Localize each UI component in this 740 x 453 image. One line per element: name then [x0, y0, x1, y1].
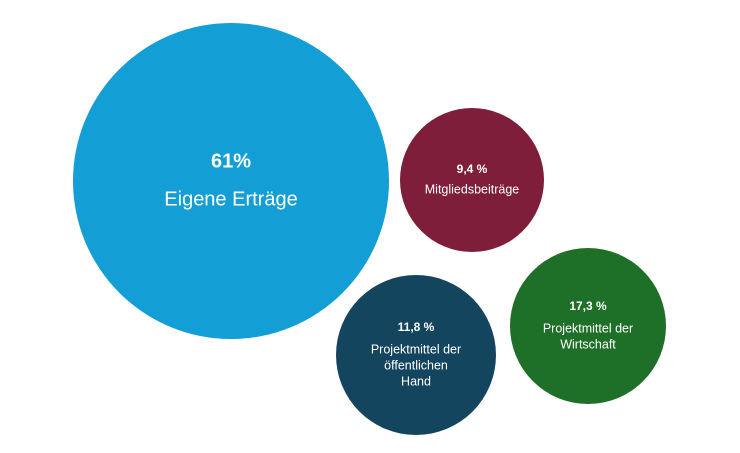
bubble-label-projektmittel-der-oeffentlichen-hand: öffentlichen — [384, 358, 448, 372]
bubble-circle-eigene-ertraege — [73, 23, 389, 339]
bubble-circle-projektmittel-der-wirtschaft — [510, 248, 666, 404]
bubble-label-projektmittel-der-wirtschaft: Projektmittel der — [543, 321, 633, 335]
bubble-label-projektmittel-der-oeffentlichen-hand: Projektmittel der — [371, 342, 461, 356]
bubble-circle-mitgliedsbeitraege — [400, 108, 544, 252]
bubble-value-projektmittel-der-oeffentlichen-hand: 11,8 % — [398, 320, 435, 334]
bubble-eigene-ertraege: 61% Eigene Erträge — [73, 23, 389, 339]
bubble-projektmittel-der-oeffentlichen-hand: 11,8 % Projektmittel der öffentlichen Hand — [336, 275, 496, 435]
bubble-mitgliedsbeitraege: 9,4 % Mitgliedsbeiträge — [400, 108, 544, 252]
bubble-value-projektmittel-der-wirtschaft: 17,3 % — [569, 299, 607, 313]
bubble-projektmittel-der-wirtschaft: 17,3 % Projektmittel der Wirtschaft — [510, 248, 666, 404]
bubble-label-projektmittel-der-oeffentlichen-hand: Hand — [401, 374, 431, 388]
bubble-value-mitgliedsbeitraege: 9,4 % — [457, 162, 488, 176]
bubble-value-eigene-ertraege: 61% — [211, 150, 251, 172]
bubble-label-eigene-ertraege: Eigene Erträge — [164, 188, 297, 210]
bubble-label-projektmittel-der-wirtschaft: Wirtschaft — [560, 337, 616, 351]
bubble-circle-projektmittel-der-oeffentlichen-hand — [336, 275, 496, 435]
bubble-label-mitgliedsbeitraege: Mitgliedsbeiträge — [425, 182, 520, 196]
